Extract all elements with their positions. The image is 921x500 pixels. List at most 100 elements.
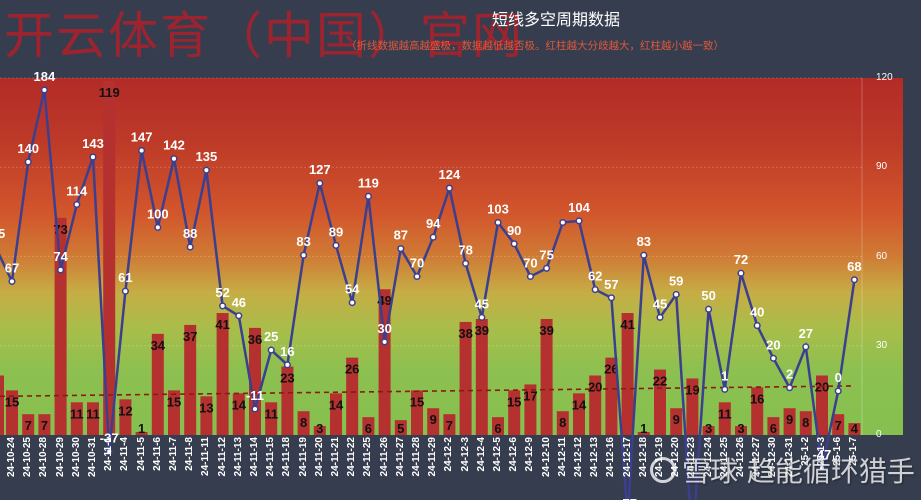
line-point xyxy=(267,346,275,354)
bar-label: 5 xyxy=(397,421,404,436)
x-tick-label: 24-12-18 xyxy=(637,437,649,478)
line-label: 88 xyxy=(183,226,197,241)
bar-label: 8 xyxy=(300,415,307,430)
line-label: 104 xyxy=(568,200,590,215)
line-point xyxy=(40,86,48,94)
bar-label: 39 xyxy=(539,323,553,338)
bar-label: 6 xyxy=(770,421,777,436)
bar-label: 119 xyxy=(99,85,120,100)
x-tick-label: 24-12-9 xyxy=(524,437,536,472)
y-tick-label: 120 xyxy=(876,72,893,83)
bar xyxy=(346,357,359,435)
line-label: -11 xyxy=(246,388,264,403)
line-point xyxy=(818,464,826,472)
average-line xyxy=(0,385,855,398)
bar xyxy=(151,333,164,435)
line-point xyxy=(186,243,194,251)
line-point xyxy=(543,264,551,272)
line-point xyxy=(300,251,308,259)
line-label: -47 xyxy=(813,447,832,462)
x-tick-label: 24-11-6 xyxy=(151,437,163,471)
line-label: 140 xyxy=(17,141,39,156)
line-point xyxy=(89,153,97,161)
line-label: 142 xyxy=(163,138,185,153)
line-point xyxy=(348,299,356,307)
line-point xyxy=(721,385,729,393)
line-label: 72 xyxy=(734,252,748,267)
line-label: 57 xyxy=(604,277,618,292)
line-point xyxy=(591,286,599,294)
line-point xyxy=(316,179,324,187)
bar xyxy=(459,321,472,435)
bar xyxy=(265,402,278,435)
line-point xyxy=(381,338,389,346)
line-label: -77 xyxy=(618,496,637,500)
line-label: 184 xyxy=(34,69,56,84)
line-point xyxy=(656,313,664,321)
bar-label: 9 xyxy=(786,412,793,427)
line-label: 40 xyxy=(750,305,764,320)
line-label: 135 xyxy=(196,149,218,164)
bar xyxy=(832,414,845,435)
bar-label: 7 xyxy=(835,418,842,433)
bar-label: 8 xyxy=(559,415,566,430)
bar-label: 7 xyxy=(41,418,48,433)
x-tick-label: 24-12-16 xyxy=(605,437,617,478)
bar-label: 20 xyxy=(588,380,602,395)
bar-label: 8 xyxy=(802,415,809,430)
x-tick-label: 24-11-21 xyxy=(330,437,341,477)
line-label: 90 xyxy=(507,223,521,238)
bar xyxy=(718,402,731,435)
x-tick-label: 24-11-22 xyxy=(346,437,358,477)
line-point xyxy=(24,158,32,166)
bar xyxy=(767,417,780,435)
bar xyxy=(573,393,585,435)
x-tick-label: 24-10-25 xyxy=(22,437,34,478)
bar-label: 11 xyxy=(70,406,84,421)
line-point xyxy=(105,447,113,456)
x-tick-label: 24-11-5 xyxy=(135,437,147,471)
x-tick-label: 24-12-3 xyxy=(459,437,471,472)
chart-subtitle: （折线数据越高越盛极，数据越低越否极。红柱越大分歧越大，红柱越小越一致） xyxy=(346,40,724,52)
line-point xyxy=(445,184,453,192)
bar-label: 9 xyxy=(673,412,680,427)
bar-label: 15 xyxy=(5,394,19,409)
line-label: 20 xyxy=(766,337,780,352)
line-label: 62 xyxy=(588,269,602,284)
x-tick-label: 24-11-1 xyxy=(103,437,115,471)
x-tick-label: 24-11-15 xyxy=(265,437,277,477)
bar-label: 26 xyxy=(345,362,359,377)
line-point xyxy=(559,218,567,227)
svg-text:5: 5 xyxy=(0,226,5,241)
line-point xyxy=(737,269,745,277)
line-label: 46 xyxy=(232,295,246,310)
x-tick-label: 24-10-30 xyxy=(70,437,82,478)
line-label: 50 xyxy=(701,288,715,303)
bar xyxy=(200,396,213,435)
footer-watermark-text: 雪球 趋能循环猎手 xyxy=(682,455,915,488)
line-label: 52 xyxy=(215,285,229,300)
bar xyxy=(168,390,180,435)
bar-label: 15 xyxy=(410,394,424,409)
bar xyxy=(411,390,423,435)
bar xyxy=(654,369,666,435)
line-point xyxy=(283,361,291,369)
bar xyxy=(103,80,116,435)
bar-label: 6 xyxy=(365,421,372,436)
bar-label: 1 xyxy=(640,421,647,436)
x-tick-label: 24-12-6 xyxy=(508,437,520,472)
line-label: 45 xyxy=(653,296,667,311)
line-label: 74 xyxy=(53,249,68,264)
line-label: 61 xyxy=(118,270,132,285)
bar xyxy=(232,393,245,435)
bar-label: 3 xyxy=(316,421,323,436)
line-point xyxy=(73,200,81,209)
bar xyxy=(605,357,618,435)
bar xyxy=(621,313,634,435)
line-label: 27 xyxy=(799,326,813,341)
bar-label: 12 xyxy=(118,403,132,418)
line-point xyxy=(170,155,178,163)
x-tick-label: 24-11-13 xyxy=(232,437,244,477)
line-point xyxy=(526,272,534,281)
